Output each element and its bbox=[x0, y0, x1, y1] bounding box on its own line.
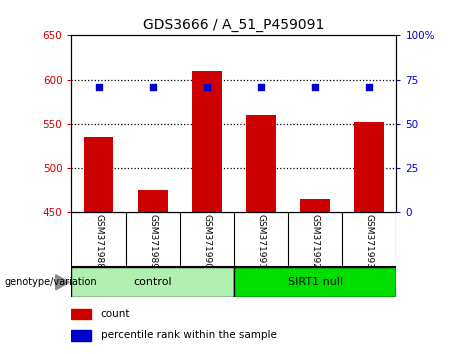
Bar bbox=[71, 309, 91, 319]
Text: genotype/variation: genotype/variation bbox=[5, 277, 97, 287]
Point bbox=[149, 84, 156, 90]
Point bbox=[257, 84, 265, 90]
Text: GSM371988: GSM371988 bbox=[94, 214, 103, 269]
Bar bbox=[71, 330, 91, 341]
Text: GSM371992: GSM371992 bbox=[311, 214, 320, 269]
Bar bbox=[234, 267, 396, 297]
Bar bbox=[83, 137, 113, 212]
Bar bbox=[246, 115, 276, 212]
Point bbox=[203, 84, 211, 90]
Text: SIRT1 null: SIRT1 null bbox=[288, 277, 343, 287]
Title: GDS3666 / A_51_P459091: GDS3666 / A_51_P459091 bbox=[143, 18, 325, 32]
Point bbox=[312, 84, 319, 90]
Text: GSM371993: GSM371993 bbox=[365, 214, 374, 269]
Bar bbox=[355, 122, 384, 212]
Bar bbox=[192, 71, 222, 212]
Bar bbox=[71, 267, 234, 297]
Bar bbox=[300, 199, 330, 212]
Point bbox=[366, 84, 373, 90]
Text: count: count bbox=[100, 309, 130, 319]
Text: GSM371990: GSM371990 bbox=[202, 214, 212, 269]
Text: GSM371991: GSM371991 bbox=[256, 214, 266, 269]
Point bbox=[95, 84, 102, 90]
Bar bbox=[138, 190, 168, 212]
Text: percentile rank within the sample: percentile rank within the sample bbox=[100, 330, 277, 341]
Text: control: control bbox=[133, 277, 172, 287]
Polygon shape bbox=[56, 275, 69, 290]
Text: GSM371989: GSM371989 bbox=[148, 214, 157, 269]
